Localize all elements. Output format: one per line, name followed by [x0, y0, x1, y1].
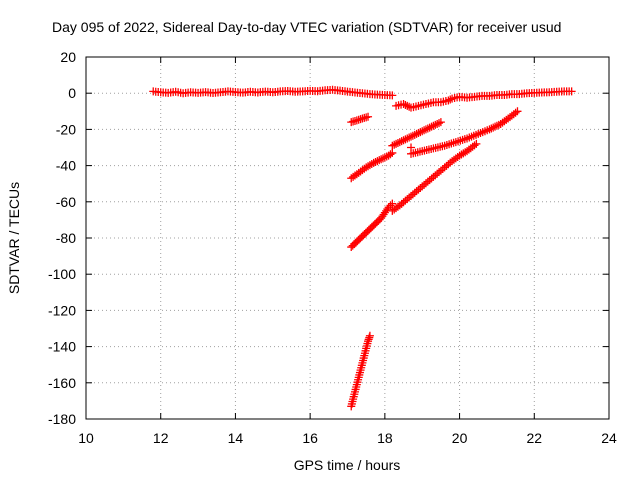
data-series	[347, 199, 397, 252]
plot-frame	[85, 56, 610, 420]
data-point	[392, 139, 401, 148]
data-point	[399, 136, 408, 145]
data-point	[487, 124, 496, 133]
data-point	[395, 138, 404, 147]
chart-title: Day 095 of 2022, Sidereal Day-to-day VTE…	[52, 19, 561, 35]
data-point	[489, 123, 498, 132]
data-series	[388, 118, 445, 150]
data-point	[365, 331, 374, 340]
data-series	[347, 148, 397, 183]
x-tick-label: 22	[526, 430, 542, 446]
y-tick-label: -20	[56, 121, 76, 137]
data-point	[446, 95, 455, 104]
data-point	[388, 148, 397, 157]
y-axis-label: SDTVAR / TECUs	[6, 182, 22, 294]
data-point	[380, 153, 389, 162]
data-point	[390, 140, 399, 149]
data-point	[513, 107, 522, 116]
data-point	[427, 122, 436, 131]
x-tick-label: 18	[377, 430, 393, 446]
data-point	[421, 125, 430, 134]
data-point	[407, 132, 416, 141]
data-point	[420, 126, 429, 135]
x-tick-label: 10	[78, 430, 94, 446]
x-tick-label: 24	[601, 430, 617, 446]
data-point	[393, 138, 402, 147]
data-series	[347, 331, 374, 411]
data-series	[149, 85, 397, 100]
data-point	[567, 87, 576, 96]
y-tick-label: -60	[56, 194, 76, 210]
data-point	[401, 100, 410, 109]
data-point	[384, 203, 393, 212]
data-point	[436, 118, 445, 127]
data-points	[149, 85, 576, 411]
data-point	[401, 135, 410, 144]
axis-ticks: 10 12 14 16 18 20 22 24 20 0 -20 -40 -60 -80 -100 -120 -…	[48, 49, 617, 446]
data-point	[369, 158, 378, 167]
data-point	[373, 157, 382, 166]
data-point	[416, 128, 425, 137]
data-point	[397, 137, 406, 146]
data-series	[388, 139, 481, 215]
data-point	[403, 134, 412, 143]
y-tick-label: 0	[68, 85, 76, 101]
data-point	[470, 141, 479, 150]
data-point	[375, 156, 384, 165]
data-point	[429, 121, 438, 130]
data-point	[371, 157, 380, 166]
grid	[86, 57, 609, 419]
data-point	[388, 141, 397, 150]
data-point	[431, 120, 440, 129]
data-point	[410, 130, 419, 139]
data-point	[388, 199, 397, 208]
y-tick-label: -100	[48, 266, 76, 282]
x-tick-label: 14	[228, 430, 244, 446]
x-tick-label: 16	[302, 430, 318, 446]
data-series	[347, 112, 373, 127]
x-tick-label: 20	[452, 430, 468, 446]
data-point	[485, 125, 494, 134]
data-point	[418, 127, 427, 136]
data-point	[492, 121, 501, 130]
y-tick-label: -180	[48, 411, 76, 427]
data-point	[408, 131, 417, 140]
data-point	[435, 119, 444, 128]
y-tick-label: 20	[60, 49, 76, 65]
y-tick-label: -80	[56, 230, 76, 246]
data-point	[388, 91, 397, 100]
data-point	[444, 96, 453, 105]
data-point	[403, 101, 412, 110]
data-point	[412, 129, 421, 138]
data-point	[405, 133, 414, 142]
data-point	[472, 139, 481, 148]
y-tick-label: -120	[48, 302, 76, 318]
data-point	[386, 201, 395, 210]
data-point	[423, 124, 432, 133]
data-series	[392, 87, 576, 112]
data-point	[433, 119, 442, 128]
x-tick-label: 12	[153, 430, 169, 446]
data-point	[511, 108, 520, 117]
data-point	[378, 154, 387, 163]
data-point	[491, 122, 500, 131]
x-axis-label: GPS time / hours	[294, 457, 401, 473]
y-tick-label: -40	[56, 158, 76, 174]
data-point	[386, 150, 395, 159]
y-tick-label: -160	[48, 375, 76, 391]
data-series	[407, 107, 522, 158]
data-point	[399, 100, 408, 109]
data-point	[414, 129, 423, 138]
data-point	[425, 123, 434, 132]
data-point	[364, 112, 373, 121]
data-point	[377, 155, 386, 164]
y-tick-label: -140	[48, 339, 76, 355]
